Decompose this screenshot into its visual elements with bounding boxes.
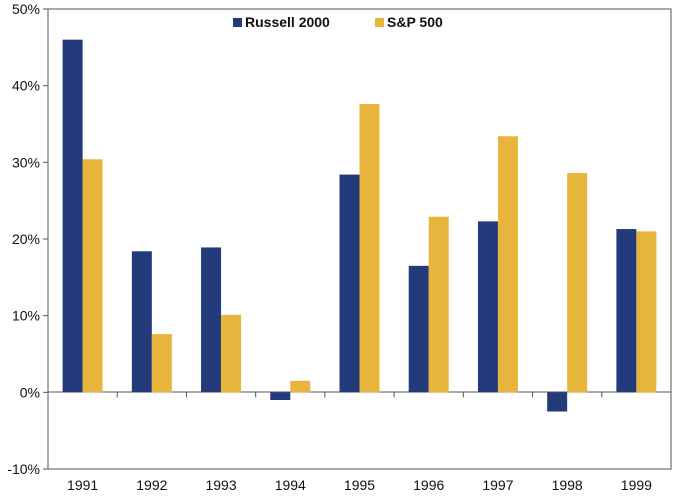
legend-label: Russell 2000 xyxy=(245,14,330,30)
bar-russell-2000 xyxy=(131,251,152,393)
x-axis-ticks: 1991 1992 1993 1994 1995 1996 1997 1998 1999 xyxy=(67,392,652,493)
x-tick-label: 1992 xyxy=(136,477,167,493)
y-tick-label: 40% xyxy=(12,78,40,94)
bar-russell-2000 xyxy=(477,221,498,393)
y-tick-label: 50% xyxy=(12,1,40,17)
bar-s-p-500 xyxy=(221,314,242,393)
bar-s-p-500 xyxy=(359,104,380,393)
y-axis-ticks: 50% 40% 30% 20% 10% 0% -10% xyxy=(7,1,48,477)
x-tick-label: 1994 xyxy=(275,477,306,493)
legend: Russell 2000 S&P 500 xyxy=(233,14,443,30)
x-tick-label: 1996 xyxy=(413,477,444,493)
y-tick-label: -10% xyxy=(7,461,40,477)
bar-russell-2000 xyxy=(201,247,222,393)
x-tick-label: 1995 xyxy=(344,477,375,493)
y-tick-label: 10% xyxy=(12,308,40,324)
x-tick-label: 1991 xyxy=(67,477,98,493)
bar-s-p-500 xyxy=(428,216,449,393)
legend-swatch xyxy=(375,18,384,27)
bar-russell-2000 xyxy=(547,392,568,412)
x-tick-label: 1993 xyxy=(205,477,236,493)
bar-russell-2000 xyxy=(62,39,83,393)
bars xyxy=(62,39,657,412)
bar-russell-2000 xyxy=(616,229,637,393)
bar-s-p-500 xyxy=(82,159,103,393)
bar-russell-2000 xyxy=(408,265,429,393)
x-tick-label: 1997 xyxy=(482,477,513,493)
bar-s-p-500 xyxy=(497,136,518,393)
x-tick-label: 1998 xyxy=(552,477,583,493)
bar-russell-2000 xyxy=(270,392,291,400)
y-tick-label: 30% xyxy=(12,154,40,170)
bar-s-p-500 xyxy=(290,380,311,393)
bar-russell-2000 xyxy=(339,174,360,393)
y-tick-label: 0% xyxy=(20,384,40,400)
legend-label: S&P 500 xyxy=(387,14,443,30)
y-tick-label: 20% xyxy=(12,231,40,247)
legend-swatch xyxy=(233,18,242,27)
bar-s-p-500 xyxy=(636,231,657,393)
bar-s-p-500 xyxy=(151,334,172,393)
x-tick-label: 1999 xyxy=(621,477,652,493)
bar-s-p-500 xyxy=(567,173,588,393)
